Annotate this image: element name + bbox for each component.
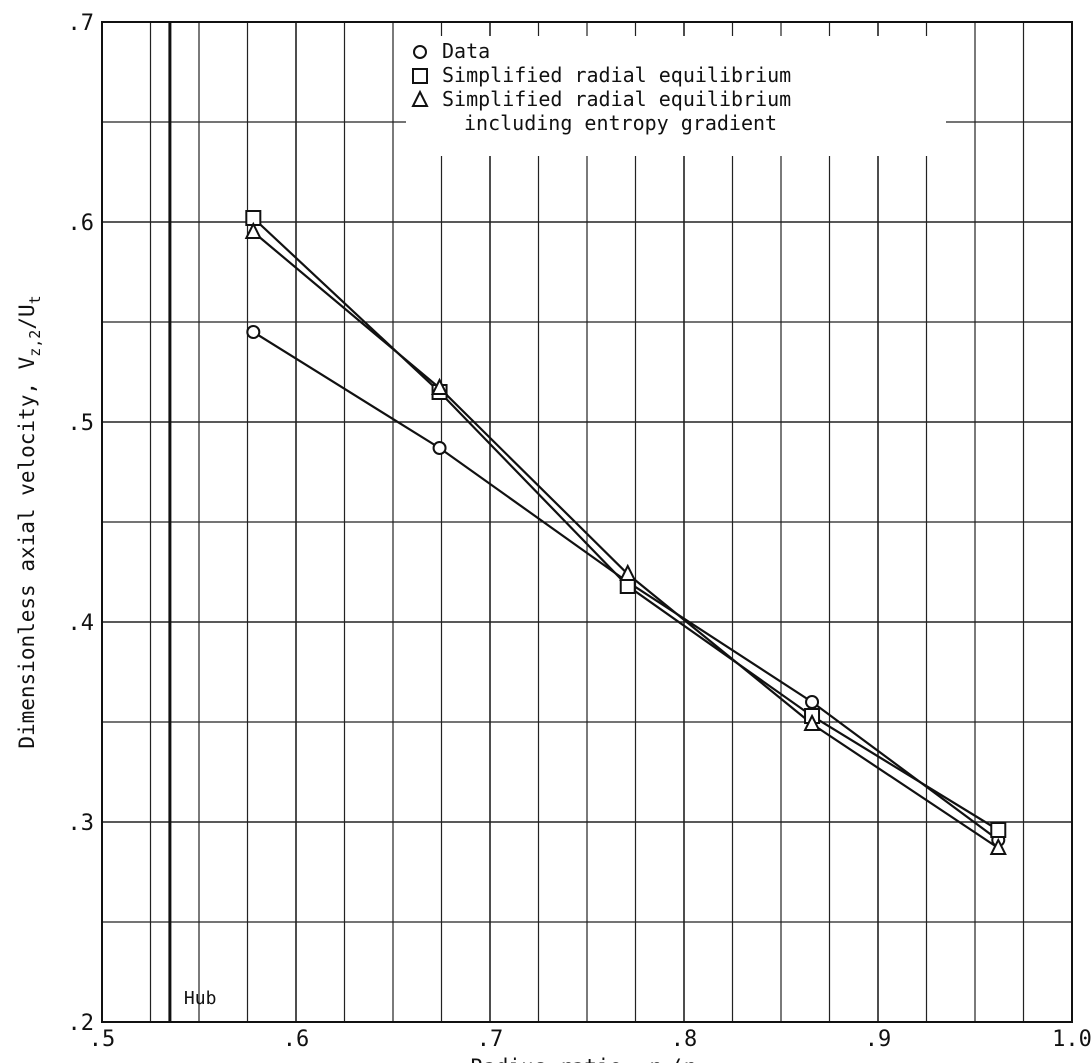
- y-tick-label: .4: [68, 611, 95, 636]
- data-point-square: [990, 822, 1007, 838]
- x-tick-label: .5: [89, 1027, 116, 1052]
- legend-label-continued: including entropy gradient: [464, 111, 777, 135]
- legend-label: Data: [442, 39, 490, 63]
- data-point-triangle: [430, 377, 449, 395]
- legend-marker-square: [412, 68, 428, 84]
- x-tick-label: .8: [671, 1027, 698, 1052]
- legend-label: Simplified radial equilibrium: [442, 63, 791, 87]
- y-tick-label: .3: [68, 811, 95, 836]
- legend-marker-circle: [413, 45, 427, 59]
- y-tick-label: .5: [68, 411, 95, 436]
- data-point-triangle: [244, 221, 262, 239]
- legend-marker-triangle: [411, 89, 429, 107]
- series-line-square: [252, 217, 999, 831]
- y-tick-label: .6: [68, 211, 95, 236]
- x-tick-label: .9: [865, 1027, 892, 1052]
- data-point-triangle: [803, 713, 821, 731]
- series-layer: [244, 210, 1007, 855]
- x-tick-label: 1.0: [1052, 1027, 1091, 1052]
- hub-label: Hub: [184, 988, 217, 1009]
- x-tick-labels: .5 .6 .7 .8 .9 1.0: [89, 1027, 1091, 1052]
- data-point-circle: [246, 325, 261, 339]
- y-tick-label: .7: [68, 11, 95, 36]
- data-point-square: [619, 578, 636, 594]
- data-point-circle: [805, 695, 820, 709]
- x-tick-label: .6: [283, 1027, 310, 1052]
- legend-label: Simplified radial equilibrium: [442, 87, 791, 111]
- y-axis-label: Dimensionless axial velocity, Vz,2/Ut: [15, 295, 44, 748]
- x-tick-label: .7: [477, 1027, 504, 1052]
- data-point-circle: [432, 441, 447, 455]
- data-point-triangle: [989, 837, 1007, 855]
- series-line-triangle: [252, 231, 999, 849]
- plot-frame: [101, 21, 1073, 1023]
- grid: [102, 22, 1072, 1022]
- y-tick-labels: .2 .3 .4 .5 .6 .7: [68, 11, 95, 1036]
- data-point-triangle: [619, 563, 637, 581]
- legend-background: [406, 36, 946, 156]
- y-tick-label: .2: [68, 1011, 95, 1036]
- x-axis-label: Radius ratio, r2/rt: [470, 1055, 703, 1063]
